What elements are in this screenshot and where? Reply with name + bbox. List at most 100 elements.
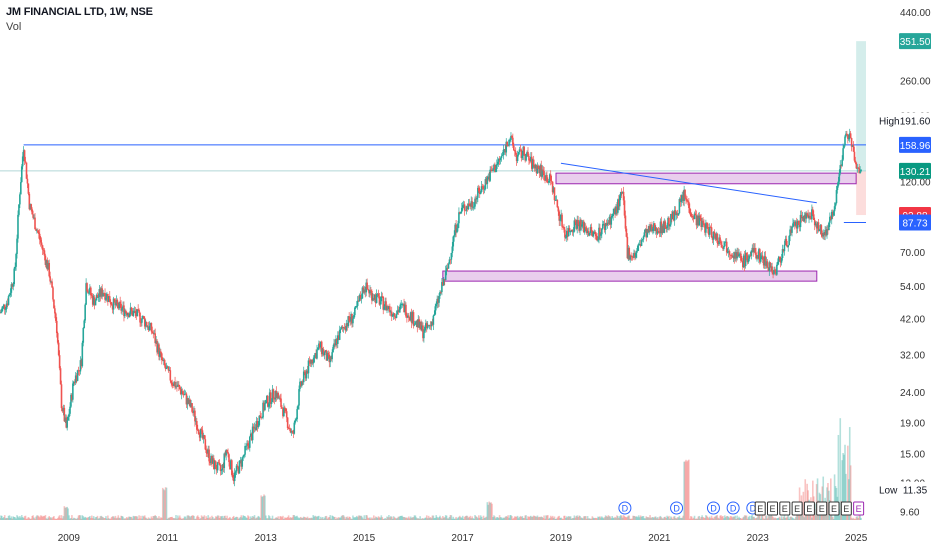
candle-body: [442, 278, 445, 286]
volume-bar: [471, 516, 473, 520]
volume-bar: [106, 518, 108, 520]
drawn-lines[interactable]: [0, 144, 866, 223]
volume-label[interactable]: Vol: [6, 21, 22, 33]
candle-body: [27, 183, 30, 194]
candle-body: [182, 393, 185, 395]
volume-bar: [389, 516, 392, 520]
volume-bar: [154, 515, 156, 520]
volume-bar: [673, 516, 676, 520]
candle-body: [187, 398, 190, 404]
candle-body: [535, 164, 538, 174]
volume-bar: [539, 517, 542, 520]
y-tick-label: 24.00: [900, 388, 925, 399]
candle-body: [408, 317, 411, 321]
volume-bar: [241, 517, 244, 520]
candle-body: [267, 403, 270, 407]
volume-bar: [692, 517, 695, 520]
candle-body: [552, 187, 555, 193]
volume-bar: [588, 518, 591, 520]
volume-bar: [188, 515, 191, 520]
candle-body: [855, 162, 858, 169]
volume-bar: [89, 516, 91, 520]
candle-body: [626, 236, 629, 259]
candle-body: [573, 220, 576, 232]
volume-bar: [377, 516, 380, 520]
volume-bar: [317, 516, 319, 520]
volume-bar: [441, 518, 443, 520]
candle-body: [115, 299, 118, 306]
volume-bar: [83, 517, 86, 520]
volume-bar: [375, 517, 378, 520]
candle-body: [394, 316, 397, 318]
volume-bar: [101, 516, 103, 520]
volume-bar: [774, 517, 776, 520]
candle-body: [356, 300, 359, 306]
volume-bar: [554, 518, 557, 520]
candle-body: [135, 313, 138, 317]
earnings-marker-label: E: [757, 504, 763, 514]
long-position[interactable]: [856, 41, 866, 216]
volume-bar: [134, 516, 137, 520]
volume-bar: [251, 516, 254, 520]
candle-body: [299, 381, 301, 390]
volume-bar: [62, 516, 65, 520]
volume-bar: [272, 518, 275, 520]
volume-bar: [605, 516, 608, 520]
symbol-title[interactable]: JM FINANCIAL LTD, 1W, NSE: [6, 6, 153, 18]
volume-bar: [686, 461, 688, 520]
candle-body: [375, 293, 378, 303]
volume-bar: [270, 518, 273, 520]
candle-body: [40, 242, 43, 246]
volume-bar: [160, 517, 162, 520]
candle-body: [250, 433, 253, 441]
volume-bar: [157, 518, 159, 520]
candle-body: [363, 289, 366, 293]
volume-bar: [533, 515, 536, 520]
candle-body: [202, 435, 205, 439]
volume-bar: [191, 515, 193, 520]
candle-body: [707, 228, 710, 235]
volume-bar: [87, 517, 89, 520]
volume-bar: [518, 516, 521, 520]
volume-bar: [425, 517, 427, 520]
volume-bar: [665, 517, 667, 520]
candle-body: [119, 301, 121, 304]
candle-body: [497, 158, 500, 162]
resistance-label: 158.96: [900, 141, 931, 152]
candle-body: [758, 249, 760, 259]
volume-bar: [299, 517, 301, 520]
volume-bar: [222, 517, 225, 520]
candle-body: [847, 134, 849, 139]
volume-bar: [675, 518, 678, 520]
volume-bar: [494, 516, 496, 520]
candle-body: [263, 402, 265, 411]
candle-body: [588, 232, 591, 236]
candle-body: [61, 408, 64, 412]
volume-bar: [485, 516, 488, 520]
candle-body: [62, 407, 65, 412]
volume-bars: [0, 418, 862, 520]
volume-bar: [181, 518, 184, 520]
candle-body: [469, 205, 472, 207]
candle-body: [437, 298, 439, 303]
candle-body: [759, 249, 761, 262]
candle-body: [645, 229, 648, 238]
candle-body: [453, 235, 455, 237]
candle-body: [557, 207, 560, 212]
volume-bar: [460, 517, 463, 520]
volume-bar: [171, 516, 174, 520]
volume-bar: [71, 515, 73, 520]
volume-bar: [843, 454, 845, 520]
volume-bar: [443, 517, 446, 520]
candle-body: [426, 324, 429, 329]
candle-body: [627, 247, 630, 259]
candle-body: [675, 213, 678, 215]
candle-body: [79, 360, 82, 372]
volume-bar: [19, 516, 21, 520]
volume-bar: [759, 518, 762, 520]
candle-body: [451, 246, 454, 253]
candle-body: [662, 225, 665, 233]
volume-bar: [378, 517, 381, 520]
